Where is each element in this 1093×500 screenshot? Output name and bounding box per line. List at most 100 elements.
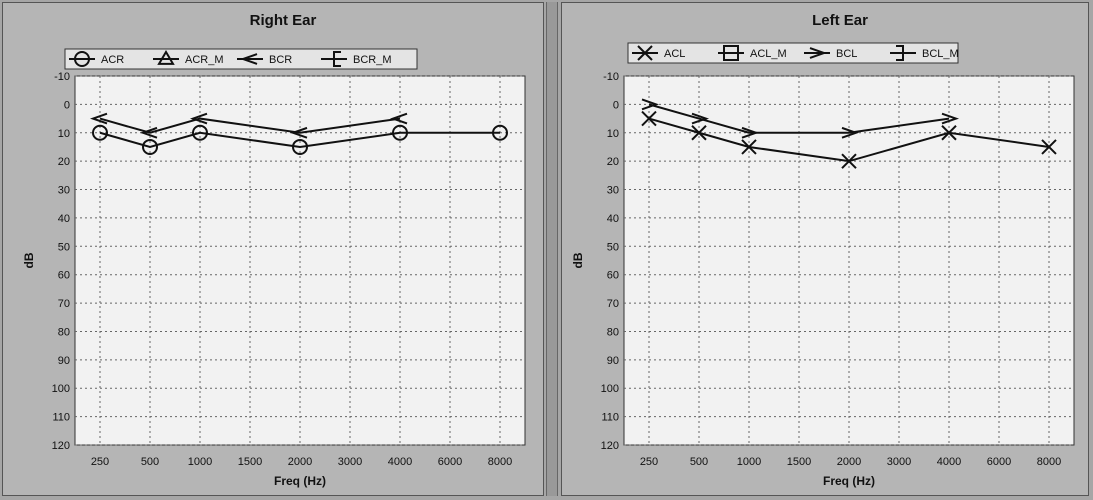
data-point-acr bbox=[492, 124, 508, 141]
series-line-bcr bbox=[99, 117, 401, 134]
y-tick-label: 60 bbox=[607, 270, 619, 282]
y-tick-label: 120 bbox=[52, 440, 70, 452]
data-point-bcr bbox=[289, 126, 308, 139]
legend-label: ACL bbox=[664, 48, 685, 60]
y-tick-label: 110 bbox=[52, 412, 70, 424]
y-tick-label: -10 bbox=[54, 71, 70, 83]
y-tick-label: 0 bbox=[613, 99, 619, 111]
y-tick-label: 30 bbox=[58, 185, 70, 197]
y-tick-label: 30 bbox=[607, 185, 619, 197]
data-point-bcl bbox=[691, 112, 710, 125]
legend-label: BCL_M bbox=[922, 48, 959, 60]
data-point-acr bbox=[192, 124, 208, 141]
x-axis-label: Freq (Hz) bbox=[274, 474, 326, 488]
left-ear-chart: Left Ear ACL ACL_M BCL BCL_M -10 0 10 20 30 40 50 60… bbox=[571, 12, 1075, 488]
x-tick-label: 250 bbox=[640, 456, 658, 468]
y-tick-label: 10 bbox=[58, 128, 70, 140]
legend-box bbox=[627, 42, 959, 64]
x-tick-label: 2000 bbox=[837, 456, 861, 468]
x-tick-label: 1500 bbox=[238, 456, 262, 468]
x-tick-label: 1000 bbox=[737, 456, 761, 468]
x-tick-label: 2000 bbox=[288, 456, 312, 468]
legend-label: BCR bbox=[269, 54, 292, 66]
y-tick-label: 70 bbox=[607, 298, 619, 310]
x-tick-label: 6000 bbox=[438, 456, 462, 468]
y-tick-label: 0 bbox=[64, 99, 70, 111]
y-tick-label: 90 bbox=[607, 355, 619, 367]
right-ear-chart: Right Ear ACR ACR_M BCR BCR_M -10 0 10 20 30 40 50 6… bbox=[22, 12, 526, 488]
x-tick-label: 8000 bbox=[488, 456, 512, 468]
legend-marker-bcr-m bbox=[333, 51, 341, 67]
y-tick-label: 60 bbox=[58, 270, 70, 282]
y-tick-label: 10 bbox=[607, 128, 619, 140]
legend-label: ACR_M bbox=[185, 54, 224, 66]
legend-marker-bcr bbox=[239, 53, 258, 65]
x-tick-label: 250 bbox=[91, 456, 109, 468]
data-point-bcr bbox=[389, 112, 408, 125]
y-tick-label: 40 bbox=[607, 213, 619, 225]
x-tick-label: 3000 bbox=[338, 456, 362, 468]
legend-label: BCR_M bbox=[353, 54, 392, 66]
x-tick-label: 500 bbox=[141, 456, 159, 468]
data-point-bcr bbox=[139, 126, 158, 139]
data-point-acl bbox=[741, 139, 757, 155]
y-tick-label: 20 bbox=[58, 156, 70, 168]
legend-marker-bcl bbox=[809, 47, 828, 59]
y-tick-label: 50 bbox=[58, 241, 70, 253]
data-point-acr bbox=[392, 124, 408, 141]
data-point-bcl bbox=[941, 112, 960, 125]
data-point-bcr bbox=[189, 112, 208, 125]
data-point-bcr bbox=[89, 112, 108, 125]
series-line-acl bbox=[648, 117, 1050, 163]
x-tick-label: 500 bbox=[690, 456, 708, 468]
x-tick-label: 3000 bbox=[887, 456, 911, 468]
legend-marker-acl bbox=[637, 45, 653, 61]
y-tick-label: 70 bbox=[58, 298, 70, 310]
x-tick-label: 1000 bbox=[188, 456, 212, 468]
y-tick-label: 90 bbox=[58, 355, 70, 367]
data-point-bcl bbox=[841, 126, 860, 139]
data-point-acr bbox=[92, 124, 108, 141]
x-tick-label: 4000 bbox=[937, 456, 961, 468]
y-tick-label: -10 bbox=[603, 71, 619, 83]
data-point-acl bbox=[841, 153, 857, 169]
x-tick-label: 1500 bbox=[787, 456, 811, 468]
legend-marker-acl-m bbox=[723, 45, 739, 61]
data-point-acr bbox=[142, 138, 158, 155]
legend-marker-acr-m bbox=[157, 50, 175, 65]
x-tick-label: 8000 bbox=[1037, 456, 1061, 468]
x-tick-label: 4000 bbox=[388, 456, 412, 468]
y-tick-label: 100 bbox=[601, 383, 619, 395]
y-tick-label: 110 bbox=[601, 412, 619, 424]
legend-marker-acr bbox=[74, 51, 90, 67]
legend-label: BCL bbox=[836, 48, 857, 60]
data-point-acl bbox=[1041, 139, 1057, 155]
right-ear-chart-title: Right Ear bbox=[250, 12, 317, 29]
series-line-bcl bbox=[648, 103, 950, 134]
panel-divider[interactable] bbox=[546, 2, 558, 496]
y-tick-label: 20 bbox=[607, 156, 619, 168]
right-ear-panel: Right Ear ACR ACR_M BCR BCR_M -10 0 10 20 30 40 50 6… bbox=[2, 2, 544, 496]
series-line-acr bbox=[99, 131, 500, 149]
legend-label: ACL_M bbox=[750, 48, 787, 60]
y-tick-label: 80 bbox=[58, 326, 70, 338]
data-point-acr bbox=[292, 138, 308, 155]
y-tick-label: 80 bbox=[607, 326, 619, 338]
y-tick-label: 40 bbox=[58, 213, 70, 225]
data-point-bcl bbox=[641, 98, 660, 111]
y-axis-label: dB bbox=[22, 252, 36, 268]
data-point-acl bbox=[641, 110, 657, 127]
y-tick-label: 100 bbox=[52, 383, 70, 395]
legend-marker-bcl-m bbox=[896, 45, 904, 61]
y-tick-label: 120 bbox=[601, 440, 619, 452]
x-tick-label: 6000 bbox=[987, 456, 1011, 468]
data-point-bcl bbox=[741, 126, 760, 139]
data-point-acl bbox=[941, 125, 957, 141]
left-ear-panel: Left Ear ACL ACL_M BCL BCL_M -10 0 10 20 30 40 50 60… bbox=[561, 2, 1089, 496]
left-ear-chart-title: Left Ear bbox=[812, 12, 868, 29]
y-tick-label: 50 bbox=[607, 241, 619, 253]
x-axis-label: Freq (Hz) bbox=[823, 474, 875, 488]
y-axis-label: dB bbox=[571, 252, 585, 268]
legend-label: ACR bbox=[101, 54, 124, 66]
data-point-acl bbox=[691, 125, 707, 141]
